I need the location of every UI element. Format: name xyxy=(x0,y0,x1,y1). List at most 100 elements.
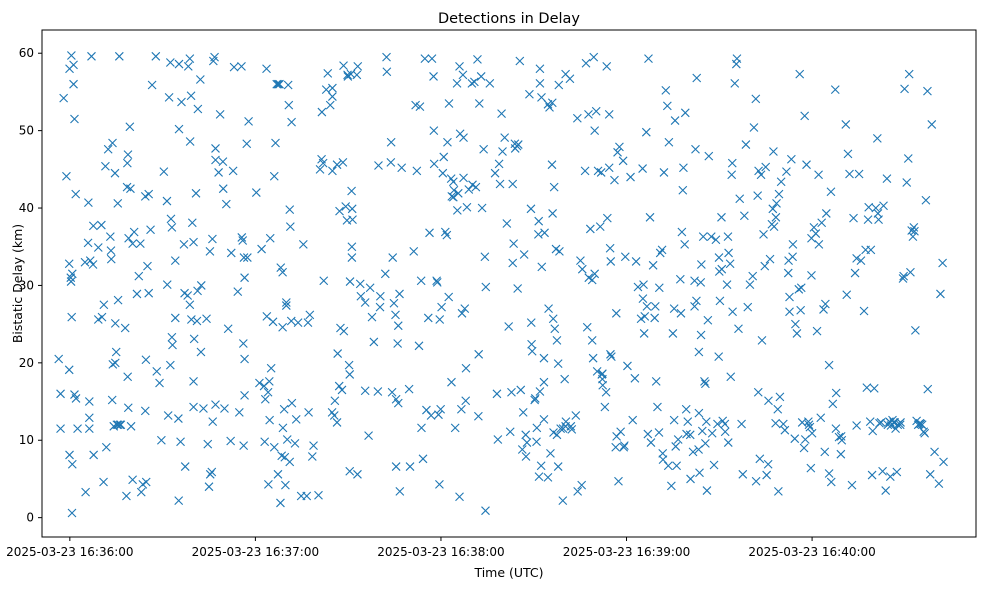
data-point-marker xyxy=(436,404,446,414)
data-point-marker xyxy=(434,410,443,420)
data-point-marker xyxy=(675,274,685,284)
data-point-marker xyxy=(921,195,931,205)
plot-frame xyxy=(41,29,977,538)
data-point-marker xyxy=(480,252,490,262)
data-point-marker xyxy=(576,256,585,266)
data-point-marker xyxy=(167,222,177,232)
data-point-marker xyxy=(307,452,317,461)
data-point-marker xyxy=(143,261,152,271)
data-point-marker xyxy=(67,312,77,322)
data-point-marker xyxy=(824,360,834,370)
data-point-marker xyxy=(84,424,94,434)
data-point-marker xyxy=(694,347,704,357)
data-point-marker xyxy=(903,154,913,163)
data-point-marker xyxy=(595,222,605,231)
data-point-marker xyxy=(735,194,745,204)
data-point-marker xyxy=(459,173,468,183)
data-point-marker xyxy=(571,411,581,420)
data-point-marker xyxy=(126,421,136,431)
data-point-marker xyxy=(87,51,96,61)
data-point-marker xyxy=(849,213,858,223)
data-point-marker xyxy=(323,68,333,78)
data-point-marker xyxy=(159,167,169,177)
data-point-marker xyxy=(593,166,603,176)
data-point-marker xyxy=(99,477,108,487)
data-point-marker xyxy=(602,61,612,71)
data-point-marker xyxy=(657,245,667,255)
data-point-marker xyxy=(663,461,673,471)
data-point-marker xyxy=(110,358,120,368)
data-point-marker xyxy=(115,420,125,430)
data-point-marker xyxy=(865,417,875,427)
data-point-marker xyxy=(788,240,798,249)
data-point-marker xyxy=(573,486,583,496)
data-point-marker xyxy=(393,398,403,408)
data-point-marker xyxy=(330,396,340,406)
data-point-marker xyxy=(920,428,930,438)
data-point-marker xyxy=(630,373,640,383)
data-point-marker xyxy=(481,506,490,516)
data-point-marker xyxy=(221,199,231,209)
data-point-marker xyxy=(151,51,161,61)
data-point-marker xyxy=(429,72,438,81)
data-point-marker xyxy=(141,355,151,365)
data-point-marker xyxy=(314,490,323,500)
data-point-marker xyxy=(285,205,295,214)
data-point-marker xyxy=(442,230,452,240)
data-point-marker xyxy=(114,51,124,61)
data-point-marker xyxy=(626,172,635,182)
data-point-marker xyxy=(210,52,219,62)
data-point-marker xyxy=(393,321,403,331)
data-point-marker xyxy=(530,394,540,403)
data-point-marker xyxy=(805,422,815,432)
data-point-marker xyxy=(526,204,536,214)
data-point-marker xyxy=(374,161,383,170)
data-point-marker xyxy=(167,332,177,342)
data-point-marker xyxy=(605,243,615,253)
data-point-marker xyxy=(344,360,354,370)
data-point-marker xyxy=(123,150,133,160)
data-point-marker xyxy=(714,352,724,362)
data-point-marker xyxy=(192,316,202,326)
data-point-marker xyxy=(669,304,679,314)
data-point-marker xyxy=(281,298,291,307)
data-point-marker xyxy=(264,377,274,386)
data-point-marker xyxy=(341,202,351,211)
data-point-marker xyxy=(220,404,229,413)
data-point-marker xyxy=(432,276,442,286)
data-point-marker xyxy=(726,372,736,382)
data-point-marker xyxy=(226,248,236,258)
data-point-marker xyxy=(218,157,228,166)
data-point-marker xyxy=(709,460,719,470)
data-point-marker xyxy=(88,260,98,269)
data-point-marker xyxy=(604,163,614,173)
data-point-marker xyxy=(328,83,337,93)
data-point-marker xyxy=(282,435,292,444)
data-point-marker xyxy=(862,383,872,392)
data-point-marker xyxy=(455,61,464,71)
data-point-marker xyxy=(509,239,519,249)
data-point-marker xyxy=(96,220,106,230)
data-point-marker xyxy=(878,466,887,476)
data-point-marker xyxy=(375,291,385,301)
data-point-marker xyxy=(553,462,563,471)
data-point-marker xyxy=(548,314,558,324)
data-point-marker xyxy=(589,52,599,62)
data-point-marker xyxy=(444,292,454,302)
data-point-marker xyxy=(923,384,933,394)
data-point-marker xyxy=(265,415,275,425)
data-point-marker xyxy=(333,349,343,358)
data-point-marker xyxy=(782,167,791,177)
data-point-marker xyxy=(788,252,797,262)
data-point-marker xyxy=(112,420,122,430)
data-point-marker xyxy=(904,69,914,79)
data-point-marker xyxy=(769,222,779,231)
data-point-marker xyxy=(391,310,400,320)
data-point-marker xyxy=(794,284,804,294)
data-point-marker xyxy=(70,390,79,399)
data-point-marker xyxy=(841,120,851,129)
data-point-marker xyxy=(727,170,737,180)
data-point-marker xyxy=(847,480,857,490)
data-point-marker xyxy=(275,79,284,89)
data-point-marker xyxy=(755,454,765,464)
